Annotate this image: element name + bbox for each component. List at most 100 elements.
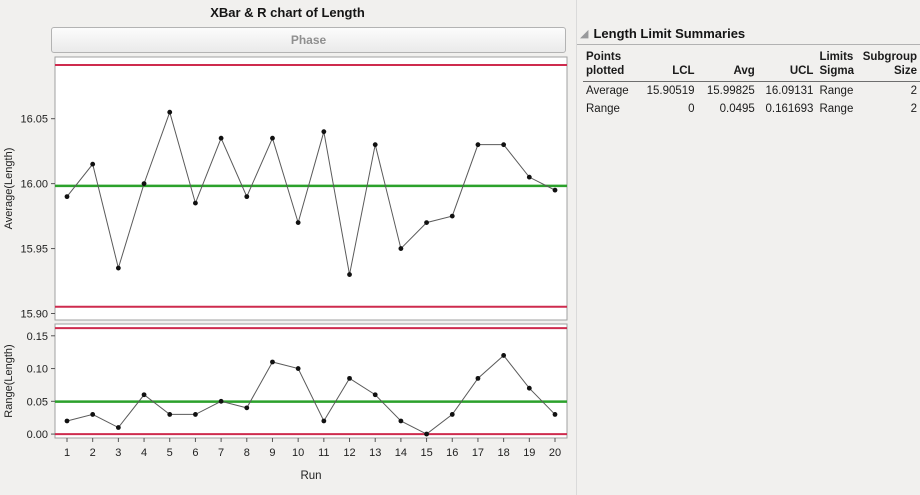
range-chart-point[interactable]: [347, 375, 352, 381]
x-tick-label: 3: [115, 447, 121, 459]
xbar-chart-point[interactable]: [449, 213, 455, 219]
range-chart-point[interactable]: [501, 353, 507, 358]
range-chart-point[interactable]: [475, 375, 481, 381]
control-charts-canvas: 15.90 15.95 16.00 16.05 Average(Length) 0.00 0…: [3, 56, 568, 482]
range-chart-y-tick-label: 0.00: [27, 429, 48, 441]
xbar-chart-frame: [54, 56, 568, 321]
xbar-chart-point[interactable]: [475, 142, 481, 148]
panel-header: Length Limit Summaries: [577, 22, 920, 45]
xbar-chart-y-tick-label: 15.90: [20, 309, 48, 321]
range-chart-point[interactable]: [90, 412, 96, 417]
header-line: Subgroup: [862, 51, 917, 63]
range-chart-point[interactable]: [218, 398, 224, 404]
cell-avg: 0.0495: [719, 102, 755, 115]
header-line: Points: [586, 51, 622, 63]
x-tick-label: 11: [318, 447, 329, 459]
header-line: plotted: [586, 65, 625, 78]
x-tick-label: 14: [395, 447, 407, 459]
range-chart-point[interactable]: [552, 412, 558, 417]
range-chart-point[interactable]: [398, 418, 404, 424]
disclosure-triangle-icon[interactable]: [580, 25, 588, 41]
xbar-chart-point[interactable]: [398, 246, 404, 251]
xbar-chart-point[interactable]: [90, 161, 96, 167]
range-chart-point[interactable]: [526, 385, 532, 391]
x-tick-label: 1: [64, 447, 70, 459]
range-chart-point[interactable]: [193, 412, 198, 417]
range-chart-point[interactable]: [372, 392, 378, 398]
header-line: UCL: [789, 65, 814, 78]
cell-points-plotted: Range: [586, 102, 620, 115]
xbar-chart-point[interactable]: [526, 174, 532, 180]
table-row-average: Average 15.90519 15.99825 16.09131 Range…: [583, 81, 920, 99]
panel-title: Length Limit Summaries: [593, 25, 746, 41]
cell-subgroup-size: 2: [910, 84, 917, 97]
col-header-subgroup-size: Subgroup Size: [859, 50, 920, 82]
col-header-limits-sigma: Limits Sigma: [816, 50, 860, 82]
range-chart-point[interactable]: [64, 418, 70, 424]
cell-avg: 15.99825: [706, 84, 755, 97]
xbar-chart-point[interactable]: [64, 194, 70, 200]
limit-summaries-panel: Length Limit Summaries Points plotted LC…: [576, 0, 920, 495]
xbar-chart-y-tick-label: 16.00: [20, 179, 48, 191]
xbar-chart-point[interactable]: [141, 181, 147, 187]
limit-summary-table: Points plotted LCL Avg UCL: [583, 50, 920, 118]
x-tick-label: 18: [498, 447, 510, 459]
header-line: Limits: [819, 51, 854, 63]
x-tick-label: 8: [244, 447, 250, 459]
xbar-chart-point[interactable]: [321, 129, 327, 135]
xbar-chart-point[interactable]: [347, 272, 352, 277]
x-axis-title: Run: [300, 470, 321, 482]
xbar-chart-point[interactable]: [270, 135, 275, 141]
range-chart-point[interactable]: [295, 366, 301, 371]
xbar-chart-point[interactable]: [115, 265, 121, 271]
range-chart-point[interactable]: [244, 405, 250, 411]
cell-limits-sigma: Range: [819, 84, 854, 97]
header-line: Size: [893, 65, 917, 78]
header-line: Sigma: [819, 65, 854, 78]
xbar-chart-point[interactable]: [424, 220, 429, 225]
x-tick-label: 20: [549, 447, 561, 459]
range-chart-point[interactable]: [270, 359, 275, 365]
x-tick-label: 4: [141, 447, 147, 459]
col-header-points-plotted: Points plotted: [583, 50, 638, 82]
range-chart-y-axis-title: Range(Length): [3, 344, 15, 417]
range-chart-point[interactable]: [449, 412, 455, 417]
xbar-chart-point[interactable]: [295, 220, 301, 225]
header-line: Avg: [733, 65, 755, 78]
xbar-chart-point[interactable]: [501, 142, 507, 148]
x-tick-label: 5: [167, 447, 173, 459]
xbar-chart-y-tick-label: 16.05: [20, 114, 48, 126]
xbar-chart-point[interactable]: [167, 109, 173, 115]
range-chart-point[interactable]: [167, 412, 173, 417]
header-line: LCL: [672, 65, 695, 78]
cell-lcl: 15.90519: [646, 84, 695, 97]
xbar-chart-point[interactable]: [372, 142, 378, 148]
xbar-chart-y-tick-label: 15.95: [20, 244, 48, 256]
cell-points-plotted: Average: [586, 84, 629, 97]
x-tick-label: 7: [218, 447, 224, 459]
xbar-chart-point[interactable]: [552, 187, 558, 193]
x-tick-label: 12: [343, 447, 355, 459]
range-chart-point[interactable]: [115, 425, 121, 430]
phase-label: Phase: [290, 33, 327, 47]
x-tick-label: 17: [472, 447, 484, 459]
col-header-ucl: UCL: [757, 50, 817, 82]
x-tick-label: 15: [420, 447, 432, 459]
xbar-chart-point[interactable]: [193, 200, 198, 206]
x-tick-label: 6: [192, 447, 198, 459]
x-tick-label: 9: [269, 447, 275, 459]
phase-header-bar: Phase: [51, 27, 566, 53]
x-tick-label: 2: [90, 447, 96, 459]
range-chart-point[interactable]: [141, 392, 147, 398]
x-tick-label: 10: [292, 447, 304, 459]
range-chart-point[interactable]: [424, 431, 429, 437]
xbar-chart-point[interactable]: [218, 135, 224, 141]
xbar-chart-point[interactable]: [244, 194, 250, 200]
range-chart-point[interactable]: [321, 418, 327, 424]
range-chart-y-tick-label: 0.10: [27, 364, 48, 376]
cell-subgroup-size: 2: [910, 102, 917, 115]
x-tick-label: 13: [369, 447, 381, 459]
x-tick-label: 16: [446, 447, 458, 459]
cell-limits-sigma: Range: [819, 102, 854, 115]
page-title: XBar & R chart of Length: [210, 5, 365, 20]
